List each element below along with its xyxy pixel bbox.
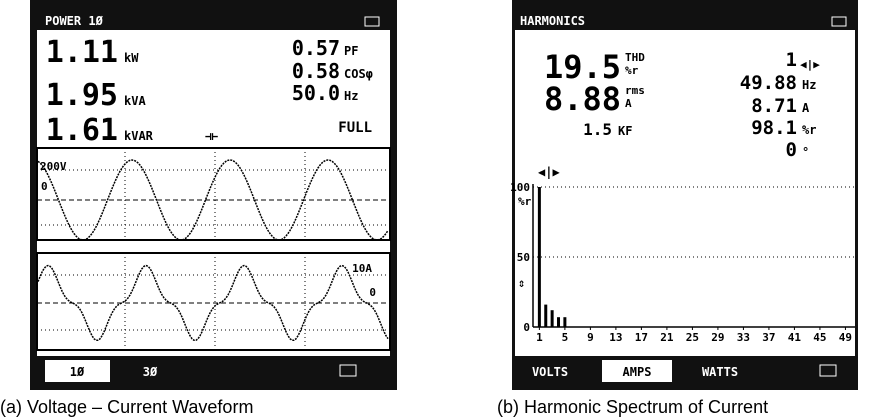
scale-label: 200V (40, 160, 67, 173)
rms-value: 8.88 (544, 80, 621, 118)
reading-value: 1.61 (46, 113, 118, 148)
x-tick-label: 9 (587, 331, 594, 344)
reading-unit: kVA (124, 94, 146, 108)
reading-unit: kW (124, 51, 139, 65)
reading-unit: PF (344, 44, 358, 58)
right-tabs (515, 358, 855, 385)
tab: WATTS (702, 365, 738, 379)
scale-label: 10A (352, 262, 372, 275)
reading-unit: A (802, 101, 810, 115)
y-tick-label: 50 (517, 251, 530, 264)
current-waveform (37, 264, 389, 342)
reading-unit: ° (802, 145, 809, 159)
header: HARMONICS (520, 14, 585, 28)
reading-unit: %r (802, 123, 816, 137)
x-tick-label: 25 (686, 331, 699, 344)
current-box (36, 252, 391, 351)
cursor-icon: ◀|▶ (538, 165, 560, 179)
screen-icon (819, 364, 837, 377)
battery-icon (831, 16, 847, 27)
tab: VOLTS (532, 365, 568, 379)
zero-label: 0 (41, 180, 48, 193)
unit: %r (625, 64, 639, 77)
voltage-box (36, 147, 391, 241)
voltage-waveform (37, 159, 389, 241)
unit: A (625, 97, 632, 110)
reading-value: 1.95 (46, 78, 118, 113)
x-tick-label: 17 (635, 331, 648, 344)
left-screen (37, 30, 390, 356)
screen-icon (339, 364, 357, 377)
spectrum-area (515, 182, 855, 344)
x-tick-label: 13 (609, 331, 622, 344)
x-tick-label: 45 (813, 331, 826, 344)
reading-value: 98.1 (751, 117, 797, 139)
reading-value: 0 (786, 139, 797, 161)
battery-icon (364, 16, 380, 27)
x-tick-label: 5 (562, 331, 569, 344)
bar (550, 310, 554, 327)
bar (557, 317, 561, 327)
header: POWER 1Ø (45, 14, 104, 28)
reading-value: 8.71 (751, 95, 797, 117)
reading-unit: COSφ (344, 67, 373, 81)
unit: THD (625, 51, 645, 64)
status: FULL (338, 120, 372, 136)
x-tick-label: 37 (762, 331, 775, 344)
thd-value: 19.5 (544, 48, 621, 86)
y-tick-label: 0 (523, 321, 530, 334)
unit: rms (625, 84, 645, 97)
x-tick-label: 29 (711, 331, 724, 344)
zero-label: 0 (369, 286, 376, 299)
reading-value: 1 (786, 49, 797, 71)
reading-value: 49.88 (740, 72, 797, 94)
x-tick-label: 49 (839, 331, 852, 344)
y-tick-label: 100 (510, 181, 530, 194)
reading-unit: Hz (344, 89, 358, 103)
reading-value: 50.0 (292, 81, 340, 105)
x-tick-label: 21 (660, 331, 674, 344)
x-tick-label: 41 (788, 331, 802, 344)
reading-value: 0.58 (292, 59, 340, 83)
y-unit: %r (518, 195, 532, 208)
reading-unit: Hz (802, 78, 816, 92)
bar (537, 187, 541, 327)
kf-value: 1.5 (583, 120, 612, 139)
x-tick-label: 1 (536, 331, 543, 344)
bar (544, 304, 548, 327)
x-tick-label: 33 (737, 331, 750, 344)
capacitor-icon: ⊣⊢ (205, 130, 219, 143)
tab: 1Ø (70, 365, 85, 379)
reading-value: 1.11 (46, 35, 118, 70)
waveform-grid (37, 148, 390, 350)
reading-value: 0.57 (292, 36, 340, 60)
tab: AMPS (623, 365, 652, 379)
active-tab[interactable] (45, 360, 110, 382)
caption: (b) Harmonic Spectrum of Current (497, 397, 768, 417)
bar (563, 317, 567, 327)
reading-unit: kVAR (124, 129, 154, 143)
tab: 3Ø (143, 365, 158, 379)
caption: (a) Voltage – Current Waveform (0, 397, 253, 417)
updown-icon: ⇕ (518, 276, 525, 290)
cursor-icon: ◀|▶ (800, 58, 820, 71)
active-tab[interactable] (602, 360, 672, 382)
unit: KF (618, 124, 632, 138)
